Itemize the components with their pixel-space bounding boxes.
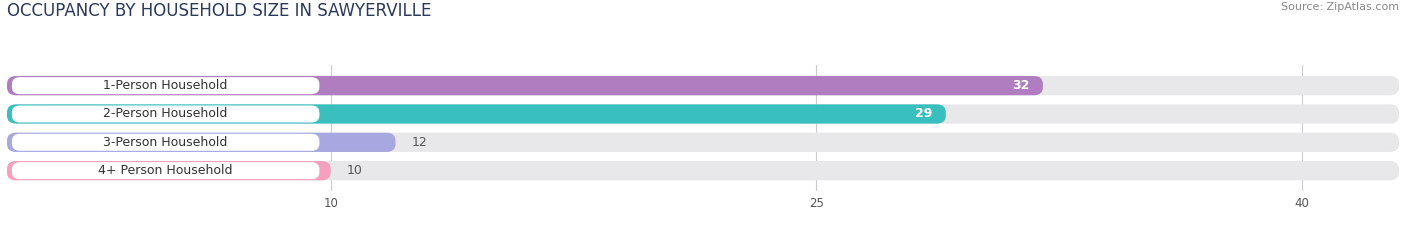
FancyBboxPatch shape: [7, 104, 1399, 124]
FancyBboxPatch shape: [11, 106, 319, 123]
Text: 2-Person Household: 2-Person Household: [104, 107, 228, 120]
FancyBboxPatch shape: [11, 77, 319, 94]
Text: 10: 10: [347, 164, 363, 177]
FancyBboxPatch shape: [7, 161, 1399, 180]
FancyBboxPatch shape: [7, 76, 1399, 95]
Text: 3-Person Household: 3-Person Household: [104, 136, 228, 149]
Text: 4+ Person Household: 4+ Person Household: [98, 164, 233, 177]
Text: 1-Person Household: 1-Person Household: [104, 79, 228, 92]
FancyBboxPatch shape: [7, 161, 330, 180]
FancyBboxPatch shape: [7, 104, 946, 124]
Text: Source: ZipAtlas.com: Source: ZipAtlas.com: [1281, 2, 1399, 12]
Text: 12: 12: [412, 136, 427, 149]
FancyBboxPatch shape: [7, 133, 395, 152]
FancyBboxPatch shape: [7, 76, 1043, 95]
Text: 32: 32: [1012, 79, 1031, 92]
Text: 29: 29: [915, 107, 932, 120]
FancyBboxPatch shape: [7, 133, 1399, 152]
FancyBboxPatch shape: [11, 162, 319, 179]
FancyBboxPatch shape: [11, 134, 319, 151]
Text: OCCUPANCY BY HOUSEHOLD SIZE IN SAWYERVILLE: OCCUPANCY BY HOUSEHOLD SIZE IN SAWYERVIL…: [7, 2, 432, 20]
